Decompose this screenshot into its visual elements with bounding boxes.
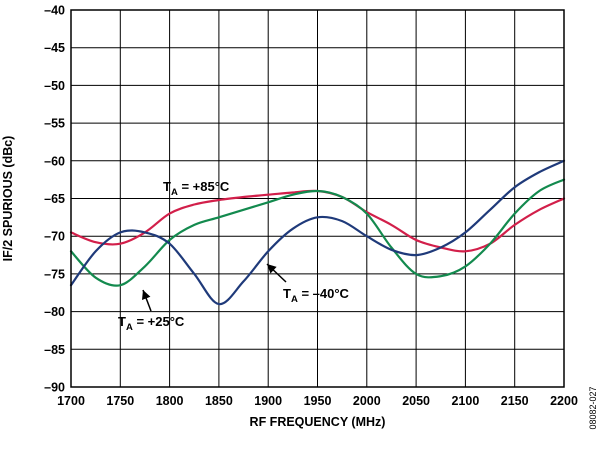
y-tick-label: –40 — [44, 4, 65, 18]
figure-id: 08082-027 — [588, 386, 598, 429]
annotation-plus25: TA = +25°C — [118, 314, 185, 333]
y-axis-label: IF/2 SPURIOUS (dBc) — [1, 136, 15, 262]
y-tick-label: –70 — [44, 230, 65, 244]
series-line-1 — [69, 178, 566, 287]
y-tick-label: –90 — [44, 381, 65, 395]
y-tick-labels: –40 –45 –50 –55 –60 –65 –70 –75 –80 –85 –90 — [44, 4, 65, 395]
x-tick-label: 1950 — [304, 394, 332, 408]
x-tick-label: 2200 — [550, 394, 578, 408]
plot-frame — [70, 9, 565, 388]
x-tick-label: 2050 — [402, 394, 430, 408]
y-tick-label: –45 — [44, 41, 65, 55]
arrow-minus40-head — [267, 264, 277, 274]
x-tick-label: 1800 — [156, 394, 184, 408]
annotations: TA = –40°C TA = +25°C TA = +85°C — [118, 179, 350, 333]
x-tick-label: 1850 — [205, 394, 233, 408]
y-tick-label: –75 — [44, 267, 65, 281]
x-tick-label: 1900 — [254, 394, 282, 408]
annotation-minus40: TA = –40°C — [283, 286, 350, 305]
grid — [70, 9, 565, 388]
x-tick-label: 1750 — [106, 394, 134, 408]
x-tick-label: 2000 — [353, 394, 381, 408]
series-line-0 — [69, 159, 566, 306]
x-tick-label: 1700 — [57, 394, 85, 408]
arrow-plus25-head — [141, 290, 151, 301]
annotation-plus85: TA = +85°C — [163, 179, 230, 198]
y-tick-label: –65 — [44, 192, 65, 206]
x-tick-labels: 1700 1750 1800 1850 1900 1950 2000 2050 2100 2150… — [57, 394, 578, 408]
y-tick-label: –55 — [44, 117, 65, 131]
y-tick-label: –60 — [44, 154, 65, 168]
series-layer — [69, 159, 566, 306]
x-axis-label: RF FREQUENCY (MHz) — [250, 415, 386, 429]
y-tick-label: –80 — [44, 305, 65, 319]
x-tick-label: 2150 — [501, 394, 529, 408]
x-tick-label: 2100 — [451, 394, 479, 408]
y-tick-label: –50 — [44, 79, 65, 93]
y-tick-label: –85 — [44, 343, 65, 357]
